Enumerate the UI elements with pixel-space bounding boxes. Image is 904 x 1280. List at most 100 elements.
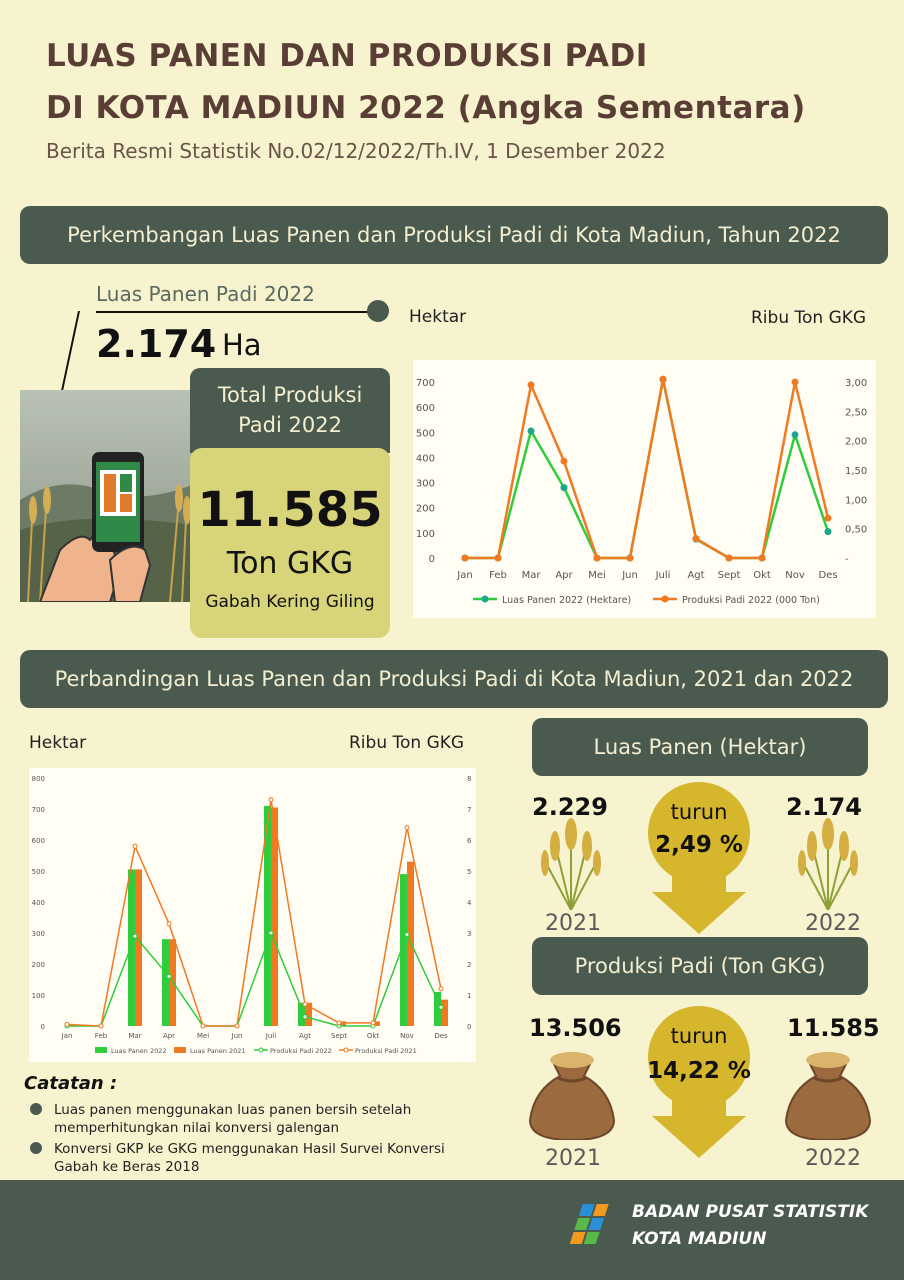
bar [298,1002,305,1026]
section2-banner-text: Perbandingan Luas Panen dan Produksi Pad… [54,667,854,691]
data-point [370,1020,376,1026]
luas-panen-value: 2.174 [96,322,217,366]
produksi-2021-value: 13.506 [529,1014,622,1042]
x-tick-label: Des [818,570,837,581]
right-tick-label: 1,00 [845,495,867,506]
data-point [527,427,535,435]
page-title-line2: DI KOTA MADIUN 2022 (Angka Sementara) [46,90,806,126]
luas-panen-compare-header: Luas Panen (Hektar) [532,718,868,776]
footer [0,1180,904,1280]
luas-panen-compare-title: Luas Panen (Hektar) [593,735,807,759]
data-point [593,554,601,562]
x-tick-label: Jan [456,570,472,581]
note-text: Luas panen menggunakan luas panen bersih… [54,1102,412,1136]
data-point [692,535,700,543]
bar [305,1002,312,1026]
data-point [659,375,667,383]
right-tick-label: 0 [467,1023,471,1031]
x-tick-label: Des [434,1032,448,1040]
left-tick-label: 400 [32,899,45,907]
bullet-icon [30,1142,42,1154]
legend-marker [481,595,489,603]
x-tick-label: Mar [522,570,542,581]
data-point [336,1020,342,1026]
total-produksi-desc: Gabah Kering Giling [205,592,375,612]
chart1-right-axis-label: Ribu Ton GKG [751,308,867,328]
produksi-2022-value: 11.585 [787,1014,880,1042]
luas-2021-value: 2.229 [532,793,608,821]
left-tick-label: 500 [32,868,45,876]
data-point [302,1014,308,1020]
data-point [200,1023,206,1029]
chart2-right-axis-label: Ribu Ton GKG [349,733,465,753]
grain-sack-icon [784,1052,872,1140]
x-tick-label: Jun [621,570,638,581]
legend-marker [661,595,669,603]
legend-label: Luas Panen 2021 [190,1047,246,1055]
section2-banner: Perbandingan Luas Panen dan Produksi Pad… [20,650,888,708]
section1-banner: Perkembangan Luas Panen dan Produksi Pad… [20,206,888,264]
left-tick-label: 200 [416,504,435,515]
page-title-line1: LUAS PANEN DAN PRODUKSI PADI [46,38,648,74]
data-point [132,843,138,849]
data-point [461,554,469,562]
luas-panen-unit: Ha [222,328,262,362]
legend-label: Luas Panen 2022 (Hektare) [502,595,631,606]
x-tick-label: Sept [331,1032,347,1040]
legend-label: Produksi Padi 2021 [355,1047,417,1055]
data-point [268,797,274,803]
bar [400,874,407,1026]
footer-org-line2: KOTA MADIUN [632,1229,767,1249]
year-2021-luas: 2021 [545,911,601,936]
series-line [66,799,442,1027]
bar [434,991,441,1026]
connector-line-diagonal [60,311,80,391]
bar [407,861,414,1026]
right-tick-label: 0,50 [845,525,867,536]
legend-label: Produksi Padi 2022 (000 Ton) [682,595,820,606]
left-tick-label: 300 [416,479,435,490]
note-item: Luas panen menggunakan luas panen bersih… [30,1101,454,1137]
produksi-change-word: turun [670,1024,728,1048]
bar [339,1021,346,1026]
data-point [824,528,832,536]
grain-sack-icon [528,1052,616,1140]
right-tick-label: 2,50 [845,407,867,418]
x-tick-label: Juli [655,570,671,581]
page-subtitle: Berita Resmi Statistik No.02/12/2022/Th.… [46,139,666,163]
luas-2022-value: 2.174 [786,793,862,821]
right-tick-label: 3 [467,930,471,938]
x-tick-label: Jun [231,1032,243,1040]
legend-marker [343,1047,349,1053]
bar [373,1021,380,1026]
total-produksi-title-line1: Total Produksi [217,383,363,407]
left-tick-label: 800 [32,775,45,783]
left-tick-label: 0 [41,1023,45,1031]
right-tick-label: 3,00 [845,378,867,389]
rice-plant-icon [798,818,858,910]
x-tick-label: Mei [197,1032,209,1040]
notes-title: Catatan : [24,1073,118,1094]
total-produksi-unit: Ton GKG [226,546,354,581]
rice-plant-icon [541,818,601,910]
bar [128,869,135,1026]
right-tick-label: 2,00 [845,437,867,448]
data-point [132,933,138,939]
chart2-left-axis-label: Hektar [29,733,87,753]
x-tick-label: Agt [687,570,704,581]
data-point [404,932,410,938]
data-point [302,1001,308,1007]
left-tick-label: 700 [32,806,45,814]
connector-line [96,311,378,313]
chart-trend-2022: 0 100 200 300 400 500 600 700 - 0,50 1,00 1,50 2,00 2… [413,360,876,618]
series-line [465,378,830,560]
x-tick-label: Apr [163,1032,175,1040]
x-tick-label: Okt [367,1032,380,1040]
data-point [791,431,799,439]
connector-dot [367,300,389,322]
produksi-compare-title: Produksi Padi (Ton GKG) [574,954,826,978]
left-tick-label: 700 [416,378,435,389]
left-tick-label: 400 [416,453,435,464]
left-tick-label: 500 [416,428,435,439]
footer-org-line1: BADAN PUSAT STATISTIK [632,1202,869,1222]
